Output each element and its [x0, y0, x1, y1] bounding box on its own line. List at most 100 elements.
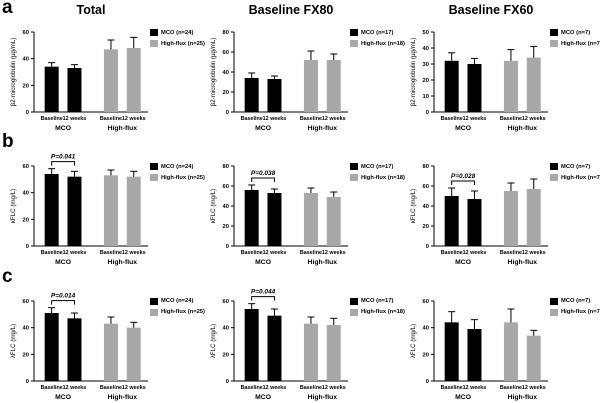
legend-swatch-highflux	[150, 174, 158, 182]
legend-swatch-mco	[150, 163, 158, 171]
y-tick-label: 60	[423, 184, 429, 190]
legend-label: MCO (n=17)	[361, 29, 394, 36]
y-tick-label: 40	[23, 325, 29, 331]
x-tick-label: Baseline	[41, 250, 63, 256]
x-tick-label: Baseline	[100, 116, 122, 122]
y-tick-label: 60	[23, 30, 29, 36]
bar-high-flux-baseline	[303, 323, 318, 381]
legend-swatch-mco	[150, 297, 158, 305]
p-value-label: P=0.041	[51, 154, 76, 161]
legend-item: MCO (n=7)	[550, 29, 600, 36]
group-label-high-flux: High-flux	[108, 394, 138, 401]
legend-label: MCO (n=7)	[561, 298, 591, 305]
x-tick-label: 12 weeks	[122, 250, 146, 256]
legend-swatch-highflux	[550, 40, 558, 47]
bar-high-flux-baseline	[503, 321, 518, 381]
bar-high-flux-baseline	[103, 49, 118, 112]
bar-high-flux-12-weeks	[126, 176, 141, 247]
y-axis-label: κFLC (mg/L)	[410, 189, 417, 223]
legend-label: High-flux (n=25)	[161, 174, 205, 181]
bar-high-flux-baseline	[503, 191, 518, 247]
panel-letter-b: b	[2, 131, 14, 153]
legend-swatch-highflux	[150, 40, 158, 47]
panel-a-total: a Total 0 20 40 60 β2-microglobulin (µg/mL) Bas…	[0, 0, 205, 134]
y-axis-label: λFLC (mg/L)	[10, 323, 17, 357]
legend-item: High-flux (n=7)	[550, 40, 600, 47]
chart-title: Total	[77, 3, 106, 17]
y-tick-label: 60	[223, 50, 229, 56]
bar-mco-12-weeks	[467, 199, 482, 247]
group-label-high-flux: High-flux	[508, 125, 538, 132]
x-tick-label: Baseline	[100, 250, 122, 256]
y-tick-label: 50	[423, 30, 429, 36]
legend-a-fx60: MCO (n=7) High-flux (n=7)	[550, 0, 600, 47]
legend-item: MCO (n=17)	[350, 29, 405, 36]
bar-high-flux-12-weeks	[326, 197, 341, 247]
bar-mco-12-weeks	[67, 176, 82, 247]
x-tick-label: 12 weeks	[463, 116, 487, 122]
group-label-mco: MCO	[455, 394, 471, 401]
y-tick-label: 20	[23, 352, 29, 358]
x-tick-label: 12 weeks	[522, 116, 546, 122]
y-axis-label: κFLC (mg/L)	[10, 189, 17, 223]
legend-swatch-mco	[550, 163, 558, 171]
panel-c-fx60: 0 20 40 60 λFLC (mg/L) Baseline 12 weeks MCO Bas…	[400, 269, 600, 403]
y-tick-label: 0	[26, 379, 29, 385]
panel-b-fx80: 0 20 40 60 80 κFLC (mg/L) P=0.038 Baseline 12 we…	[200, 134, 405, 268]
y-tick-label: 0	[426, 244, 429, 250]
bar-high-flux-baseline	[503, 60, 518, 112]
significance-bracket	[451, 180, 475, 186]
bar-mco-12-weeks	[267, 193, 282, 247]
y-tick-label: 0	[226, 379, 229, 385]
x-tick-label: Baseline	[500, 385, 522, 391]
x-tick-label: Baseline	[41, 385, 63, 391]
y-tick-label: 40	[23, 57, 29, 63]
x-tick-label: Baseline	[300, 250, 322, 256]
legend-swatch-highflux	[350, 174, 358, 182]
y-tick-label: 60	[223, 299, 229, 305]
legend-label: High-flux (n=7)	[561, 309, 600, 316]
y-tick-label: 20	[23, 83, 29, 89]
y-tick-label: 40	[423, 204, 429, 210]
y-tick-label: 80	[223, 30, 229, 36]
group-label-mco: MCO	[55, 259, 71, 266]
x-tick-label: 12 weeks	[463, 385, 487, 391]
x-tick-label: 12 weeks	[322, 385, 346, 391]
group-label-high-flux: High-flux	[108, 125, 138, 132]
significance-bracket	[251, 177, 275, 183]
x-tick-label: Baseline	[241, 116, 263, 122]
legend-item: High-flux (n=25)	[150, 308, 205, 316]
x-tick-label: Baseline	[500, 116, 522, 122]
y-tick-label: 0	[226, 244, 229, 250]
y-tick-label: 40	[223, 325, 229, 331]
bar-mco-12-weeks	[267, 315, 282, 381]
bar-mco-12-weeks	[67, 68, 82, 112]
y-axis-label: λFLC (mg/L)	[210, 323, 217, 357]
legend-label: High-flux (n=25)	[161, 309, 205, 316]
y-tick-label: 40	[23, 191, 29, 197]
panel-b-fx60: 0 20 40 60 80 κFLC (mg/L) P=0.028 Baseline 12 we…	[400, 134, 600, 268]
legend-b-fx80: MCO (n=17) High-flux (n=18)	[350, 134, 405, 182]
x-tick-label: 12 weeks	[122, 385, 146, 391]
y-tick-label: 60	[423, 299, 429, 305]
bar-mco-12-weeks	[467, 328, 482, 381]
legend-c-fx60: MCO (n=7) High-flux (n=7)	[550, 269, 600, 316]
x-tick-label: 12 weeks	[463, 250, 487, 256]
significance-bracket	[251, 295, 275, 301]
bar-high-flux-baseline	[103, 175, 118, 247]
legend-label: MCO (n=24)	[161, 163, 194, 170]
legend-item: High-flux (n=18)	[350, 308, 405, 316]
legend-item: MCO (n=7)	[550, 297, 600, 305]
legend-item: High-flux (n=25)	[150, 40, 205, 47]
bar-mco-baseline	[44, 312, 59, 381]
group-label-mco: MCO	[455, 259, 471, 266]
legend-swatch-highflux	[350, 308, 358, 316]
group-label-high-flux: High-flux	[308, 259, 338, 266]
y-tick-label: 10	[423, 94, 429, 100]
legend-swatch-mco	[350, 163, 358, 171]
legend-swatch-highflux	[550, 174, 558, 182]
y-tick-label: 40	[423, 46, 429, 52]
